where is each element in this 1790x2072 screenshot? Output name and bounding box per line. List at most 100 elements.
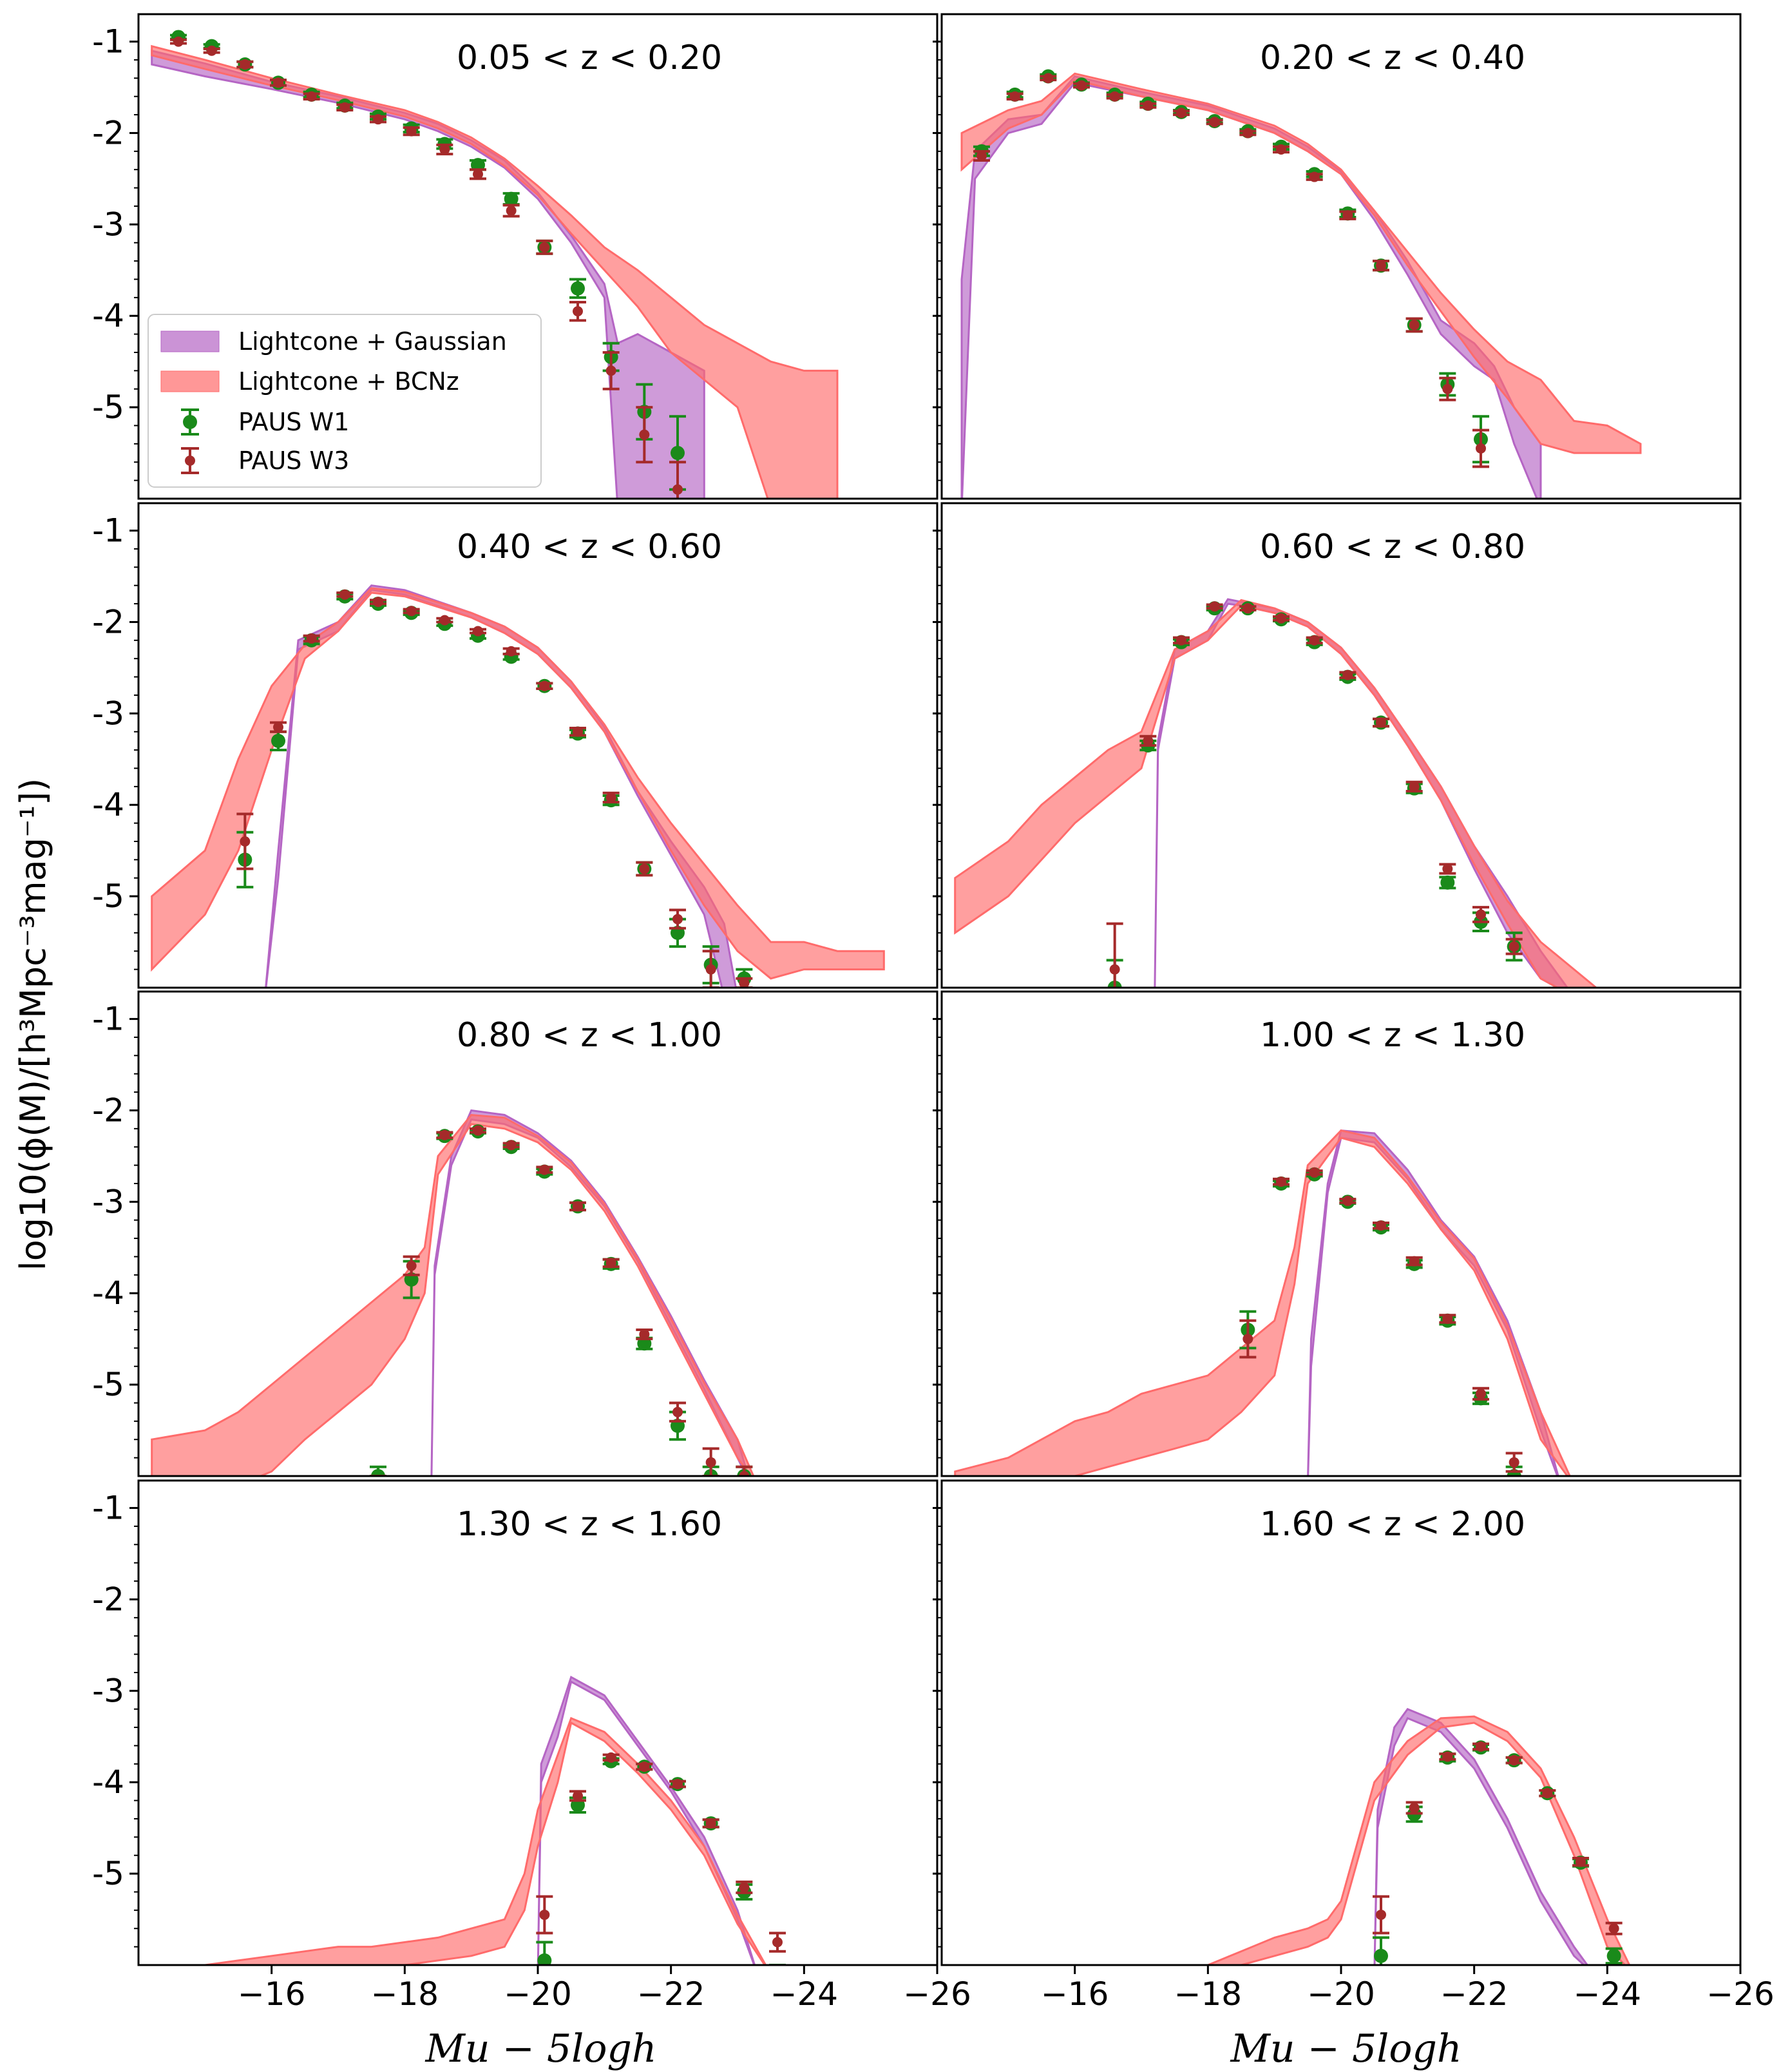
paus-w1-point	[1605, 1947, 1623, 1965]
paus-w1-marker	[1440, 875, 1455, 890]
y-tick-label: -3	[92, 1672, 124, 1709]
x-tick-label: −20	[504, 1975, 572, 2013]
x-tick-label: −24	[770, 1975, 839, 2013]
paus-w3-point	[736, 977, 753, 988]
paus-w3-point	[1339, 1195, 1357, 1206]
paus-w3-point	[569, 1201, 586, 1212]
paus-w3-point	[702, 950, 719, 988]
panel-frame	[137, 1479, 938, 1966]
paus-w3-marker	[1276, 1176, 1286, 1187]
panel-title: 1.00 < z < 1.30	[1260, 1016, 1525, 1055]
paus-w3-marker	[705, 1457, 716, 1468]
y-tick-label: -5	[92, 388, 124, 426]
paus-w3-marker	[1608, 1923, 1619, 1934]
paus-w3-point	[1472, 906, 1489, 923]
paus-w3-point	[1306, 1167, 1323, 1178]
panel-frame	[940, 990, 1742, 1477]
panel-title: 0.20 < z < 0.40	[1260, 39, 1525, 77]
y-tick-label: -4	[92, 1763, 124, 1801]
y-tick-label: -5	[92, 878, 124, 915]
x-tick-label: −16	[238, 1975, 306, 2013]
paus-w3-marker	[573, 306, 583, 317]
paus-w3-point	[1006, 91, 1024, 102]
paus-w3-marker	[439, 144, 450, 155]
panel-plot-area	[204, 1675, 786, 1965]
paus-w3-marker	[739, 1882, 750, 1893]
paus-w3-point	[669, 908, 686, 930]
panel-6: 1.00 < z < 1.30	[933, 990, 1742, 1477]
panel-plot-area	[960, 69, 1642, 499]
paus-w1-point	[1439, 875, 1456, 890]
paus-w3-point	[1373, 717, 1389, 728]
bcnz-band	[151, 1113, 755, 1476]
paus-w3-point	[1373, 1895, 1389, 1935]
panel-frame	[137, 990, 938, 1477]
paus-w3-marker	[705, 1818, 716, 1829]
paus-w3-marker	[206, 45, 217, 56]
panel-4: 0.60 < z < 0.80	[933, 502, 1742, 989]
x-tick-label: −18	[371, 1975, 439, 2013]
legend: Lightcone + Gaussian Lightcone + BCNz PA…	[148, 314, 542, 488]
paus-w3-point	[569, 1790, 586, 1802]
paus-w3-point	[1173, 108, 1190, 119]
x-axis-label-left: Mu − 5logh	[424, 2026, 656, 2071]
paus-w3-marker	[473, 169, 483, 180]
paus-w3-point	[336, 102, 354, 113]
panel-title: 0.80 < z < 1.00	[457, 1016, 722, 1055]
paus-w1-marker	[571, 281, 585, 296]
y-tick-label: -4	[92, 297, 124, 334]
legend-marker-w3	[181, 447, 199, 474]
paus-w3-point	[502, 646, 520, 657]
panel-7: 1.30 < z < 1.60 -1 -2 -3 -4 -5 −16 −18 −20 −22 −24…	[92, 1479, 971, 2013]
y-tick-label: -3	[92, 1183, 124, 1220]
paus-w3-point	[736, 1880, 753, 1894]
paus-w3-marker	[1476, 443, 1486, 454]
panel-title: 0.40 < z < 0.60	[457, 528, 722, 566]
paus-w3-point	[1040, 73, 1057, 84]
paus-w3-marker	[439, 1129, 450, 1140]
paus-w3-point	[536, 680, 553, 691]
gaussian-band	[537, 1675, 756, 1965]
paus-w3-point	[1405, 1256, 1423, 1267]
paus-w3-point	[1505, 937, 1523, 955]
paus-w3-point	[1239, 128, 1257, 139]
paus-w3-marker	[306, 91, 317, 102]
paus-w3-point	[1106, 922, 1123, 988]
paus-w3-marker	[373, 597, 383, 608]
y-tick-label: -4	[92, 1274, 124, 1312]
paus-w3-marker	[672, 484, 683, 495]
paus-w3-point	[1173, 635, 1190, 646]
legend-swatch-gaussian	[160, 331, 220, 352]
paus-w3-point	[1106, 91, 1123, 102]
paus-w3-marker	[1043, 73, 1054, 84]
paus-w3-marker	[406, 606, 417, 617]
x-axis-label-right: Mu − 5logh	[1230, 2026, 1462, 2071]
paus-w3-marker	[1442, 863, 1453, 874]
paus-w3-marker	[1209, 601, 1220, 612]
y-tick-label: -5	[92, 1366, 124, 1403]
paus-w3-point	[170, 36, 187, 47]
legend-label-gaussian: Lightcone + Gaussian	[238, 327, 507, 356]
paus-w3-marker	[639, 863, 650, 874]
paus-w3-point	[636, 406, 653, 464]
paus-w3-point	[236, 59, 254, 70]
paus-w3-marker	[539, 1909, 550, 1920]
gaussian-band	[1307, 1129, 1559, 1476]
paus-w3-marker	[373, 1480, 383, 1490]
paus-w3-marker	[1309, 171, 1320, 182]
paus-w3-marker	[406, 1260, 417, 1271]
paus-w3-marker	[605, 365, 616, 376]
paus-w3-point	[1139, 100, 1157, 111]
paus-w1-marker	[1606, 1948, 1621, 1963]
paus-w3-marker	[672, 1406, 683, 1417]
legend-marker-w1	[181, 408, 199, 436]
paus-w3-point	[569, 300, 586, 322]
bcnz-band	[151, 44, 839, 499]
x-tick-label: −26	[903, 1975, 971, 2013]
panel-plot-area	[954, 1129, 1571, 1476]
paus-w3-point	[536, 1895, 553, 1935]
paus-w1-point	[370, 1465, 386, 1476]
paus-w3-marker	[1009, 91, 1020, 102]
paus-w3-point	[1306, 635, 1323, 646]
panel-title: 0.60 < z < 0.80	[1260, 528, 1525, 566]
